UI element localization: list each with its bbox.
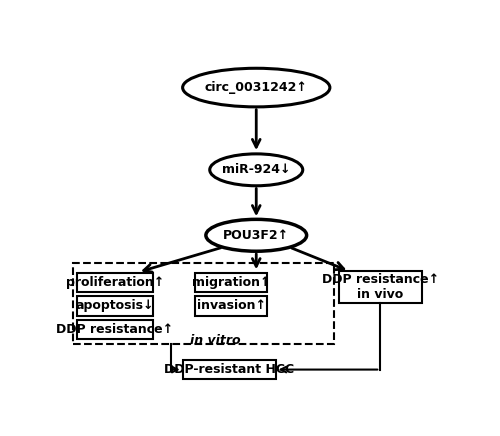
Text: miR-924↓: miR-924↓: [222, 164, 290, 176]
Text: DDP resistance↑
in vivo: DDP resistance↑ in vivo: [322, 273, 439, 301]
Text: POU3F2↑: POU3F2↑: [223, 229, 290, 242]
Text: DDP-resistant HCC: DDP-resistant HCC: [164, 363, 294, 376]
Text: in vitro: in vitro: [190, 334, 241, 347]
Text: migration↑: migration↑: [192, 276, 270, 289]
Text: apoptosis↓: apoptosis↓: [76, 299, 154, 312]
Text: DDP resistance↑: DDP resistance↑: [56, 323, 174, 336]
Text: proliferation↑: proliferation↑: [66, 276, 164, 289]
Text: circ_0031242↑: circ_0031242↑: [205, 81, 308, 94]
Text: invasion↑: invasion↑: [196, 299, 266, 312]
